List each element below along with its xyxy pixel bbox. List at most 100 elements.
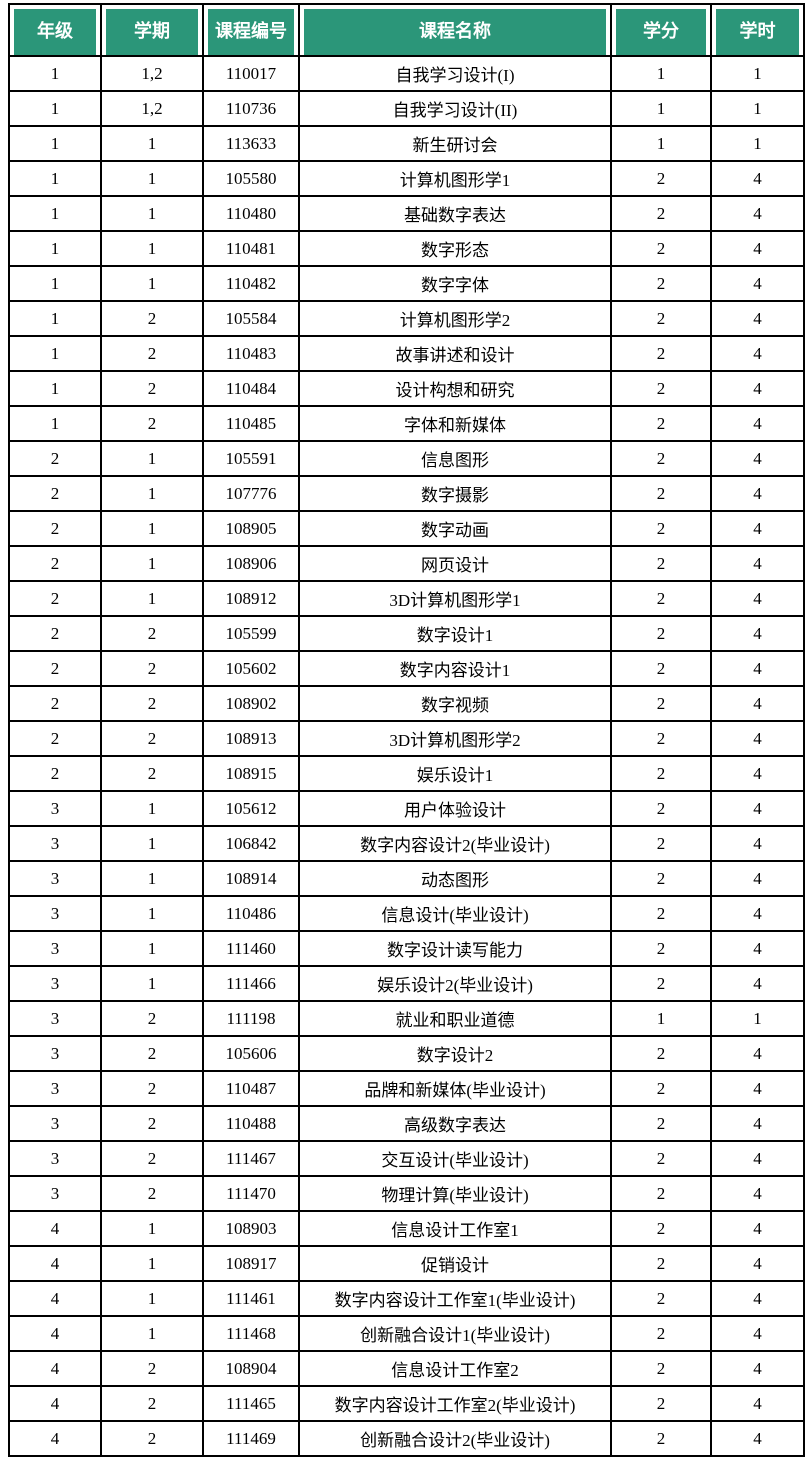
table-cell-code: 111465	[202, 1385, 300, 1422]
table-cell-semester: 1	[100, 790, 204, 827]
table-cell-code: 111467	[202, 1140, 300, 1177]
table-cell-credits: 2	[610, 930, 712, 967]
table-row: 3 1 105612 用户体验设计 2 4	[8, 790, 805, 827]
table-cell-grade: 3	[8, 1105, 102, 1142]
table-cell-grade: 3	[8, 1000, 102, 1037]
table-cell-code: 110481	[202, 230, 300, 267]
column-header-hours: 学时	[710, 3, 805, 57]
table-cell-name: 数字字体	[298, 265, 612, 302]
table-cell-code: 107776	[202, 475, 300, 512]
table-row: 3 2 111467 交互设计(毕业设计) 2 4	[8, 1140, 805, 1177]
table-cell-name: 信息图形	[298, 440, 612, 477]
table-cell-semester: 1	[100, 545, 204, 582]
table-cell-hours: 4	[710, 230, 805, 267]
table-cell-code: 110487	[202, 1070, 300, 1107]
table-cell-semester: 2	[100, 1105, 204, 1142]
table-cell-name: 字体和新媒体	[298, 405, 612, 442]
table-row: 2 1 107776 数字摄影 2 4	[8, 475, 805, 512]
column-header-grade: 年级	[8, 3, 102, 57]
table-cell-grade: 1	[8, 300, 102, 337]
table-row: 4 1 108917 促销设计 2 4	[8, 1245, 805, 1282]
table-cell-code: 108904	[202, 1350, 300, 1387]
table-cell-credits: 2	[610, 615, 712, 652]
table-row: 3 2 105606 数字设计2 2 4	[8, 1035, 805, 1072]
table-cell-credits: 2	[610, 720, 712, 757]
table-cell-grade: 2	[8, 720, 102, 757]
table-cell-hours: 1	[710, 90, 805, 127]
header-row: 年级 学期 课程编号 课程名称 学分 学时	[8, 3, 805, 57]
table-cell-code: 108905	[202, 510, 300, 547]
table-cell-code: 108917	[202, 1245, 300, 1282]
table-cell-grade: 3	[8, 1035, 102, 1072]
table-row: 2 1 108912 3D计算机图形学1 2 4	[8, 580, 805, 617]
table-row: 3 1 111460 数字设计读写能力 2 4	[8, 930, 805, 967]
table-cell-semester: 1	[100, 895, 204, 932]
table-cell-name: 信息设计工作室2	[298, 1350, 612, 1387]
table-cell-hours: 4	[710, 1315, 805, 1352]
table-cell-credits: 2	[610, 370, 712, 407]
table-cell-hours: 4	[710, 860, 805, 897]
table-cell-hours: 4	[710, 265, 805, 302]
table-cell-name: 创新融合设计2(毕业设计)	[298, 1420, 612, 1457]
table-cell-credits: 1	[610, 90, 712, 127]
table-cell-code: 106842	[202, 825, 300, 862]
table-cell-credits: 2	[610, 1385, 712, 1422]
table-cell-semester: 1	[100, 125, 204, 162]
table-cell-code: 105602	[202, 650, 300, 687]
table-cell-grade: 1	[8, 195, 102, 232]
table-cell-semester: 1	[100, 230, 204, 267]
table-cell-grade: 1	[8, 370, 102, 407]
table-cell-grade: 3	[8, 1140, 102, 1177]
table-cell-name: 信息设计工作室1	[298, 1210, 612, 1247]
table-cell-semester: 2	[100, 1385, 204, 1422]
table-cell-code: 110485	[202, 405, 300, 442]
table-cell-credits: 2	[610, 1315, 712, 1352]
table-cell-name: 物理计算(毕业设计)	[298, 1175, 612, 1212]
table-row: 3 1 111466 娱乐设计2(毕业设计) 2 4	[8, 965, 805, 1002]
table-row: 3 1 108914 动态图形 2 4	[8, 860, 805, 897]
table-cell-hours: 4	[710, 300, 805, 337]
table-cell-name: 数字内容设计工作室1(毕业设计)	[298, 1280, 612, 1317]
table-cell-code: 108906	[202, 545, 300, 582]
table-cell-name: 数字形态	[298, 230, 612, 267]
table-cell-hours: 4	[710, 545, 805, 582]
table-cell-code: 108902	[202, 685, 300, 722]
table-cell-name: 高级数字表达	[298, 1105, 612, 1142]
table-row: 1 1,2 110736 自我学习设计(II) 1 1	[8, 90, 805, 127]
table-cell-credits: 2	[610, 195, 712, 232]
table-cell-name: 创新融合设计1(毕业设计)	[298, 1315, 612, 1352]
table-cell-hours: 4	[710, 1245, 805, 1282]
table-cell-grade: 1	[8, 55, 102, 92]
table-cell-credits: 2	[610, 160, 712, 197]
table-cell-grade: 4	[8, 1315, 102, 1352]
table-row: 1 1 110481 数字形态 2 4	[8, 230, 805, 267]
table-row: 2 2 105602 数字内容设计1 2 4	[8, 650, 805, 687]
table-row: 4 2 111465 数字内容设计工作室2(毕业设计) 2 4	[8, 1385, 805, 1422]
table-cell-credits: 2	[610, 1070, 712, 1107]
table-cell-credits: 2	[610, 230, 712, 267]
table-cell-grade: 4	[8, 1280, 102, 1317]
table-row: 3 1 106842 数字内容设计2(毕业设计) 2 4	[8, 825, 805, 862]
table-cell-grade: 3	[8, 860, 102, 897]
column-header-semester: 学期	[100, 3, 204, 57]
table-cell-hours: 4	[710, 510, 805, 547]
table-row: 2 1 108905 数字动画 2 4	[8, 510, 805, 547]
table-cell-code: 110017	[202, 55, 300, 92]
table-cell-credits: 2	[610, 755, 712, 792]
table-cell-name: 数字内容设计2(毕业设计)	[298, 825, 612, 862]
table-row: 4 1 111468 创新融合设计1(毕业设计) 2 4	[8, 1315, 805, 1352]
table-cell-name: 数字设计1	[298, 615, 612, 652]
table-cell-credits: 2	[610, 510, 712, 547]
table-cell-code: 105599	[202, 615, 300, 652]
table-cell-hours: 4	[710, 1420, 805, 1457]
table-cell-grade: 2	[8, 685, 102, 722]
table-cell-hours: 4	[710, 475, 805, 512]
table-cell-name: 自我学习设计(II)	[298, 90, 612, 127]
table-cell-code: 111466	[202, 965, 300, 1002]
table-row: 2 2 108902 数字视频 2 4	[8, 685, 805, 722]
table-cell-hours: 4	[710, 1280, 805, 1317]
table-cell-hours: 4	[710, 440, 805, 477]
table-cell-semester: 1	[100, 1210, 204, 1247]
table-cell-credits: 2	[610, 300, 712, 337]
table-cell-credits: 2	[610, 545, 712, 582]
